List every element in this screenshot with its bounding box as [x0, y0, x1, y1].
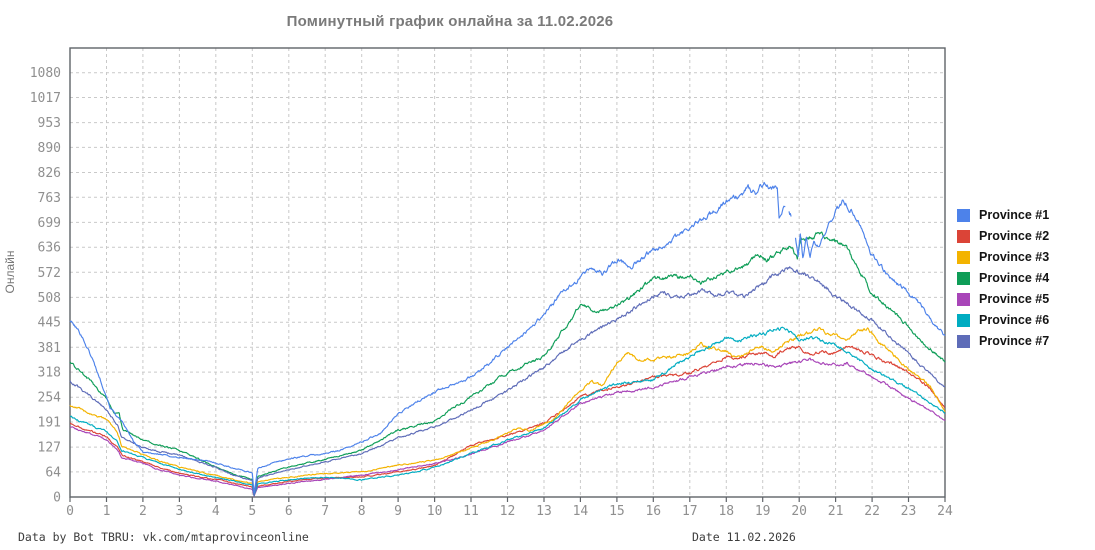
y-tick-label: 254: [38, 391, 62, 406]
legend-label: Province #6: [979, 313, 1050, 327]
x-tick-label: 23: [901, 504, 917, 519]
x-tick-label: 13: [536, 504, 552, 519]
chart-canvas: 0641271912543183814455085726366997638268…: [3, 47, 953, 519]
x-tick-label: 10: [427, 504, 443, 519]
x-tick-label: 14: [573, 504, 589, 519]
legend-label: Province #4: [979, 271, 1050, 285]
x-tick-label: 21: [828, 504, 844, 519]
x-tick-label: 2: [139, 504, 147, 519]
y-tick-label: 508: [38, 291, 61, 306]
legend-item-province-7: Province #7: [957, 331, 1049, 351]
y-tick-label: 318: [38, 366, 61, 381]
grid-lines: [70, 48, 945, 497]
x-tick-label: 22: [864, 504, 880, 519]
legend-swatch: [957, 208, 970, 222]
y-tick-label: 953: [38, 116, 61, 131]
x-tick-label: 9: [394, 504, 402, 519]
y-tick-label: 1080: [30, 66, 61, 81]
y-tick-label: 127: [38, 441, 61, 456]
legend-item-province-4: Province #4: [957, 268, 1049, 288]
y-tick-label: 699: [38, 216, 61, 231]
y-tick-label: 381: [38, 341, 61, 356]
y-tick-label: 636: [38, 241, 61, 256]
x-tick-label: 12: [500, 504, 516, 519]
x-tick-label: 3: [175, 504, 183, 519]
legend-item-province-5: Province #5: [957, 289, 1049, 309]
x-tick-label: 11: [463, 504, 479, 519]
series-line-province-6: [69, 326, 946, 497]
x-tick-label: 5: [248, 504, 256, 519]
y-axis-title: Онлайн: [3, 251, 17, 294]
x-tick-label: 15: [609, 504, 625, 519]
y-tick-label: 763: [38, 191, 61, 206]
legend-swatch: [957, 250, 970, 264]
y-tick-label: 1017: [30, 91, 61, 106]
footer-credit: Data by Bot TBRU: vk.com/mtaprovinceonli…: [18, 530, 309, 544]
legend-label: Province #7: [979, 334, 1050, 348]
x-tick-label: 24: [937, 504, 953, 519]
legend-item-province-6: Province #6: [957, 310, 1049, 330]
legend-swatch: [957, 334, 970, 348]
chart-legend: Province #1 Province #2 Province #3 Provinc…: [957, 205, 1049, 352]
legend-swatch: [957, 271, 970, 285]
y-tick-label: 826: [38, 166, 61, 181]
y-tick-label: 191: [38, 416, 61, 431]
legend-swatch: [957, 313, 970, 327]
legend-label: Province #3: [979, 250, 1050, 264]
legend-label: Province #2: [979, 229, 1050, 243]
legend-label: Province #5: [979, 292, 1050, 306]
x-tick-label: 8: [358, 504, 366, 519]
y-tick-label: 572: [38, 266, 61, 281]
series-line-province-7: [69, 266, 946, 496]
legend-item-province-2: Province #2: [957, 226, 1049, 246]
data-series: [69, 181, 946, 497]
x-tick-label: 1: [103, 504, 111, 519]
legend-item-province-3: Province #3: [957, 247, 1049, 267]
x-tick-label: 18: [718, 504, 734, 519]
x-tick-label: 7: [321, 504, 329, 519]
x-tick-label: 6: [285, 504, 293, 519]
series-line-province-2: [69, 345, 945, 497]
x-tick-label: 17: [682, 504, 698, 519]
x-tick-label: 19: [755, 504, 771, 519]
x-tick-label: 20: [791, 504, 807, 519]
series-line-province-3: [69, 326, 946, 497]
legend-swatch: [957, 292, 970, 306]
y-tick-label: 64: [45, 465, 61, 480]
x-tick-label: 4: [212, 504, 220, 519]
series-line-province-1: [69, 181, 946, 494]
y-tick-label: 0: [53, 491, 61, 506]
legend-label: Province #1: [979, 208, 1050, 222]
x-tick-label: 16: [645, 504, 661, 519]
legend-swatch: [957, 229, 970, 243]
x-tick-label: 0: [66, 504, 74, 519]
y-tick-label: 890: [38, 141, 61, 156]
chart-title: Поминутный график онлайна за 11.02.2026: [286, 13, 614, 30]
footer-date: Date 11.02.2026: [692, 530, 796, 544]
y-tick-label: 445: [38, 316, 61, 331]
series-line-province-5: [69, 357, 946, 497]
axes: 0641271912543183814455085726366997638268…: [30, 47, 953, 519]
legend-item-province-1: Province #1: [957, 205, 1049, 225]
